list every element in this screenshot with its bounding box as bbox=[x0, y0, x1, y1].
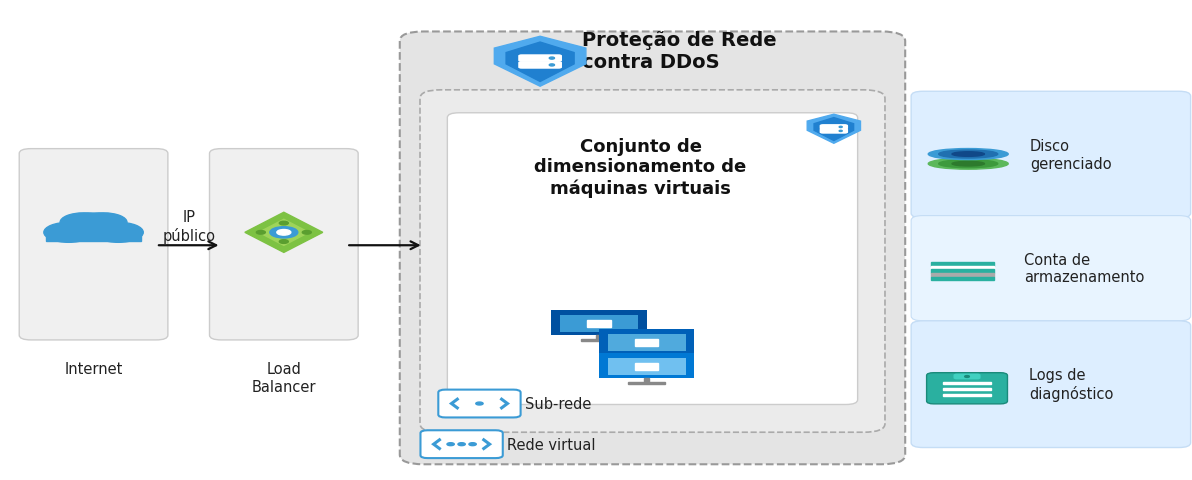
FancyBboxPatch shape bbox=[519, 55, 561, 63]
Polygon shape bbox=[588, 321, 610, 327]
FancyBboxPatch shape bbox=[911, 92, 1191, 218]
Text: Conta de
armazenamento: Conta de armazenamento bbox=[1024, 252, 1144, 285]
Circle shape bbox=[964, 376, 969, 378]
Circle shape bbox=[269, 227, 298, 239]
Ellipse shape bbox=[939, 160, 998, 168]
Circle shape bbox=[550, 58, 554, 60]
Ellipse shape bbox=[929, 159, 1008, 170]
FancyBboxPatch shape bbox=[954, 374, 981, 380]
Text: Rede virtual: Rede virtual bbox=[507, 437, 595, 452]
Bar bbox=[581, 339, 617, 341]
Polygon shape bbox=[507, 43, 575, 83]
Polygon shape bbox=[244, 213, 323, 253]
Bar bbox=[943, 395, 991, 396]
FancyBboxPatch shape bbox=[911, 321, 1191, 447]
Bar bbox=[596, 336, 602, 340]
FancyBboxPatch shape bbox=[447, 114, 857, 405]
Bar bbox=[943, 389, 991, 390]
Polygon shape bbox=[634, 364, 658, 370]
FancyBboxPatch shape bbox=[560, 315, 638, 333]
Text: Internet: Internet bbox=[64, 362, 123, 377]
FancyBboxPatch shape bbox=[552, 311, 646, 336]
Bar bbox=[931, 274, 994, 277]
Circle shape bbox=[80, 214, 128, 232]
Circle shape bbox=[458, 443, 465, 446]
Polygon shape bbox=[259, 220, 309, 246]
FancyBboxPatch shape bbox=[519, 62, 561, 70]
Bar bbox=[628, 359, 665, 360]
Circle shape bbox=[61, 214, 126, 240]
Ellipse shape bbox=[939, 151, 998, 159]
Text: Logs de
diagnóstico: Logs de diagnóstico bbox=[1029, 368, 1113, 401]
FancyBboxPatch shape bbox=[608, 335, 685, 352]
Bar bbox=[943, 383, 991, 384]
Bar bbox=[644, 378, 650, 383]
Text: Conjunto de
dimensionamento de
máquinas virtuais: Conjunto de dimensionamento de máquinas … bbox=[534, 137, 746, 197]
Bar bbox=[931, 266, 994, 270]
Circle shape bbox=[44, 223, 93, 243]
Circle shape bbox=[839, 131, 843, 132]
FancyBboxPatch shape bbox=[399, 33, 905, 464]
Circle shape bbox=[60, 214, 107, 232]
Text: IP
público: IP público bbox=[162, 210, 216, 243]
Bar bbox=[931, 270, 994, 274]
FancyBboxPatch shape bbox=[926, 373, 1007, 404]
Circle shape bbox=[93, 223, 143, 243]
Text: Disco
gerenciado: Disco gerenciado bbox=[1030, 139, 1112, 171]
Bar bbox=[628, 382, 665, 384]
Bar bbox=[46, 230, 141, 241]
Ellipse shape bbox=[952, 162, 985, 167]
Circle shape bbox=[839, 127, 843, 128]
FancyBboxPatch shape bbox=[439, 390, 521, 418]
Circle shape bbox=[279, 222, 288, 226]
Text: Load
Balancer: Load Balancer bbox=[252, 362, 316, 394]
Polygon shape bbox=[634, 340, 658, 347]
FancyBboxPatch shape bbox=[598, 330, 694, 355]
FancyBboxPatch shape bbox=[19, 149, 168, 340]
Circle shape bbox=[279, 240, 288, 244]
Circle shape bbox=[476, 402, 483, 405]
Circle shape bbox=[256, 231, 266, 235]
Bar bbox=[931, 263, 994, 266]
Polygon shape bbox=[807, 115, 861, 144]
Bar bbox=[644, 355, 650, 359]
Ellipse shape bbox=[952, 153, 985, 157]
Circle shape bbox=[550, 65, 554, 67]
FancyBboxPatch shape bbox=[820, 125, 848, 131]
Text: Proteção de Rede
contra DDoS: Proteção de Rede contra DDoS bbox=[582, 31, 776, 72]
Circle shape bbox=[303, 231, 311, 235]
Circle shape bbox=[447, 443, 454, 446]
FancyBboxPatch shape bbox=[911, 216, 1191, 321]
FancyBboxPatch shape bbox=[820, 129, 848, 134]
Polygon shape bbox=[814, 119, 853, 141]
Text: Sub-rede: Sub-rede bbox=[524, 396, 591, 411]
Ellipse shape bbox=[929, 149, 1008, 160]
FancyBboxPatch shape bbox=[608, 359, 685, 375]
Bar bbox=[931, 277, 994, 281]
Circle shape bbox=[277, 230, 291, 236]
Circle shape bbox=[468, 443, 477, 446]
FancyBboxPatch shape bbox=[598, 354, 694, 378]
Polygon shape bbox=[495, 37, 586, 87]
FancyBboxPatch shape bbox=[210, 149, 358, 340]
FancyBboxPatch shape bbox=[420, 91, 884, 432]
FancyBboxPatch shape bbox=[421, 431, 503, 458]
